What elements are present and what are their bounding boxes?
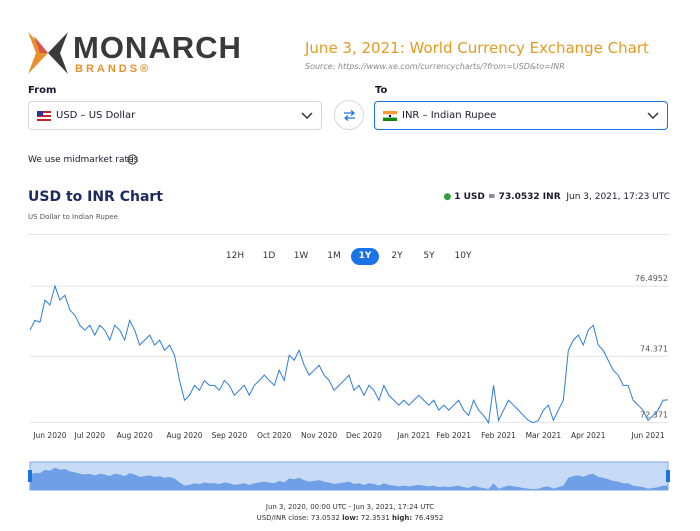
rate-text: 1 USD = 73.0532 INR: [454, 192, 561, 202]
x-tick-label: Dec 2020: [346, 431, 382, 440]
period-button[interactable]: 10Y: [454, 251, 472, 261]
x-tick-label: Mar 2021: [526, 431, 562, 440]
period-button[interactable]: 5Y: [423, 251, 435, 261]
range: Jun 3, 2020, 00:00 UTC - Jun 3, 2021, 17…: [265, 503, 435, 511]
x-tick-label: Aug 2020: [117, 431, 153, 440]
x-tick-label: Feb 2021: [436, 431, 471, 440]
logo-icon: [28, 32, 68, 74]
close-label: USD/INR close:: [256, 514, 309, 522]
chart-subtitle: US Dollar to Indian Rupee: [28, 213, 118, 221]
from-value: USD – US Dollar: [56, 110, 136, 121]
chevron: [647, 112, 659, 120]
x-tick-label: Apr 2021: [571, 431, 606, 440]
navigator-area: [30, 467, 668, 490]
swap-button[interactable]: [334, 100, 364, 130]
x-tick-label: Feb 2021: [481, 431, 516, 440]
x-tick-label: Oct 2020: [257, 431, 292, 440]
summary: USD/INR close: 73.0532 low: 72.3531 high…: [0, 514, 700, 522]
navigator-handle: [666, 470, 670, 482]
x-tick-label: Sep 2020: [212, 431, 248, 440]
x-tick-label: Jan 2021: [396, 431, 430, 440]
chevron: [301, 112, 313, 120]
flag-in: [383, 111, 397, 121]
from-select[interactable]: USD – US Dollar: [28, 101, 322, 130]
period-button[interactable]: 12H: [225, 251, 245, 261]
logo-name: MONARCH: [73, 30, 242, 65]
y-tick-label: 76.4952: [635, 274, 668, 283]
page-title: June 3, 2021: World Currency Exchange Ch…: [305, 39, 649, 57]
to-value: INR – Indian Rupee: [402, 110, 497, 121]
logo-sub: BRANDS®: [75, 63, 152, 75]
navigator-handle: [28, 470, 32, 482]
x-tick-label: Jun 2020: [32, 431, 66, 440]
high-label: high:: [392, 514, 413, 522]
period-button[interactable]: 1D: [262, 251, 276, 261]
y-tick-label: 74.371: [640, 344, 668, 353]
period-button[interactable]: 2Y: [391, 251, 403, 261]
divider: [28, 234, 670, 235]
note: We use midmarket rates: [28, 155, 139, 165]
low-label: low:: [342, 514, 359, 522]
period-button[interactable]: 1M: [327, 251, 341, 261]
to-label: To: [375, 85, 388, 96]
flag-us: [37, 111, 51, 121]
close: 73.0532: [310, 514, 340, 522]
x-tick-label: Jul 2020: [74, 431, 106, 440]
x-tick-label: Nov 2020: [301, 431, 337, 440]
from-label: From: [28, 85, 57, 96]
to-select[interactable]: INR – Indian Rupee: [374, 101, 668, 130]
period-button[interactable]: 1Y: [351, 248, 379, 265]
chart-title: USD to INR Chart: [28, 189, 163, 205]
high: 76.4952: [414, 514, 444, 522]
swap-icon: [344, 110, 355, 121]
low: 72.3531: [360, 514, 390, 522]
period-button[interactable]: 1W: [293, 251, 309, 261]
x-tick-label: Jun 2021: [630, 431, 664, 440]
info-icon[interactable]: [127, 154, 138, 165]
rate: ● 1 USD = 73.0532 INR Jun 3, 2021, 17:23…: [443, 192, 671, 202]
rate-time: Jun 3, 2021, 17:23 UTC: [566, 192, 670, 202]
x-tick-label: Aug 2020: [166, 431, 202, 440]
source: Source: https://www.xe.com/currencychart…: [305, 62, 565, 71]
line: [29, 284, 669, 425]
